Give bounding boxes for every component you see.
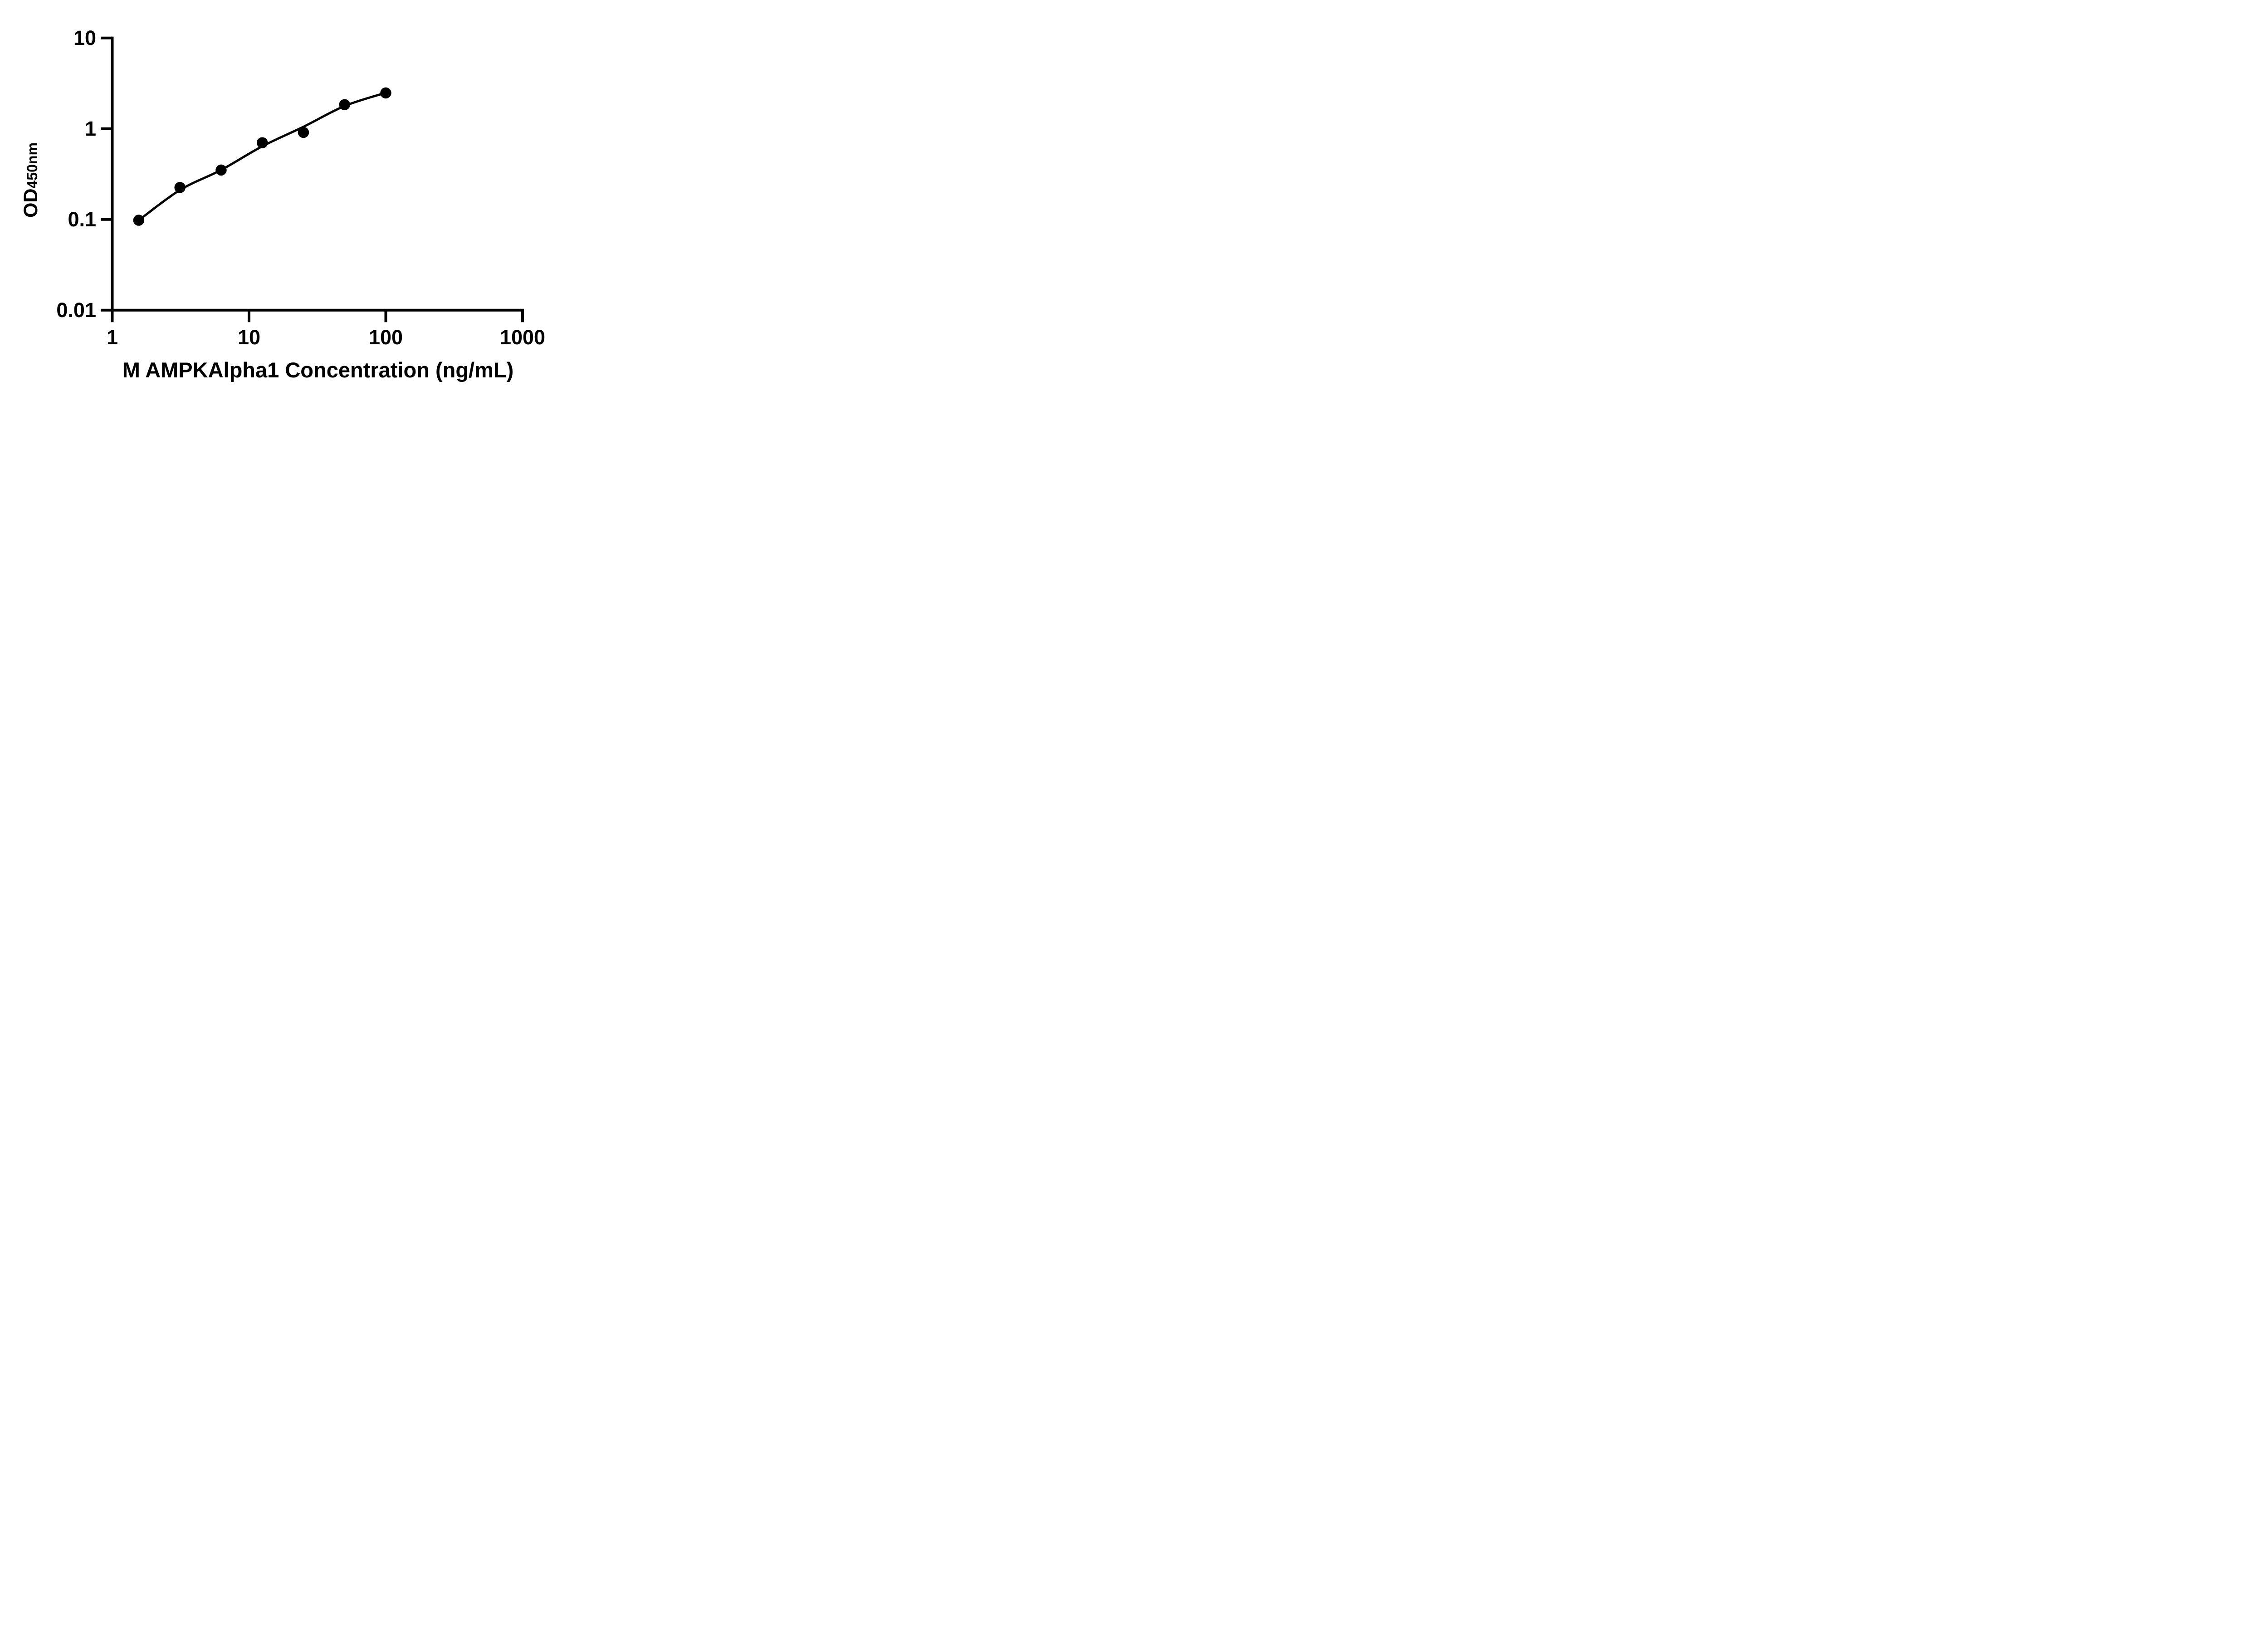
- data-point: [174, 182, 186, 193]
- x-tick-label: 1: [106, 326, 118, 349]
- data-point: [256, 137, 268, 148]
- y-axis-title-subscript: 450nm: [24, 142, 40, 189]
- standard-curve-plot: [101, 36, 524, 323]
- x-tick-label: 100: [368, 326, 403, 349]
- fit-curve-line: [137, 92, 387, 221]
- y-tick-label: 0.01: [56, 298, 96, 322]
- data-point: [215, 164, 227, 176]
- y-tick-label: 10: [73, 26, 96, 49]
- x-tick-label: 1000: [499, 326, 546, 349]
- data-point: [298, 127, 309, 138]
- x-axis-title: M AMPKAlpha1 Concentration (ng/mL): [122, 358, 514, 382]
- data-point: [380, 87, 391, 99]
- y-tick-label: 0.1: [68, 207, 96, 231]
- plot-area: [0, 0, 583, 408]
- elisa-standard-curve-figure: OD450nm M AMPKAlpha1 Concentration (ng/m…: [0, 0, 583, 408]
- data-point: [133, 215, 145, 226]
- data-point: [339, 99, 350, 111]
- y-tick-label: 1: [84, 117, 96, 140]
- x-tick-label: 10: [237, 326, 261, 349]
